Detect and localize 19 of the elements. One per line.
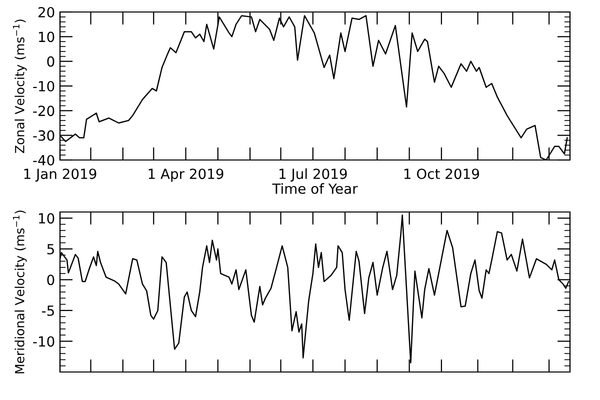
x-tick-label: 1 Oct 2019 [404, 168, 479, 180]
x-axis-title: Time of Year [272, 183, 358, 194]
y-tick-label: -10 [33, 336, 54, 347]
x-tick-label: 1 Jan 2019 [24, 168, 96, 182]
y-tick-label: 20 [38, 6, 54, 18]
y-tick-label: 0 [47, 56, 54, 67]
y-tick-label: -10 [33, 80, 54, 92]
x-tick-label: 1 Apr 2019 [148, 168, 224, 182]
y-tick-label: -5 [42, 306, 54, 316]
x-tick-label: 1 Jul 2019 [280, 168, 347, 182]
y-tick-label: 10 [38, 32, 54, 42]
y-tick-label: 5 [47, 244, 54, 254]
y-axis-title: Meridional Velocity (ms$^{−1}$) [13, 210, 27, 374]
y-tick-label: -30 [33, 130, 54, 141]
y-tick-label: 0 [47, 274, 54, 286]
y-tick-label: -20 [33, 106, 54, 116]
y-tick-label: -40 [33, 154, 54, 166]
y-tick-label: 10 [38, 213, 54, 224]
y-axis-title: Zonal Velocity (ms$^{−1}$) [13, 20, 27, 153]
